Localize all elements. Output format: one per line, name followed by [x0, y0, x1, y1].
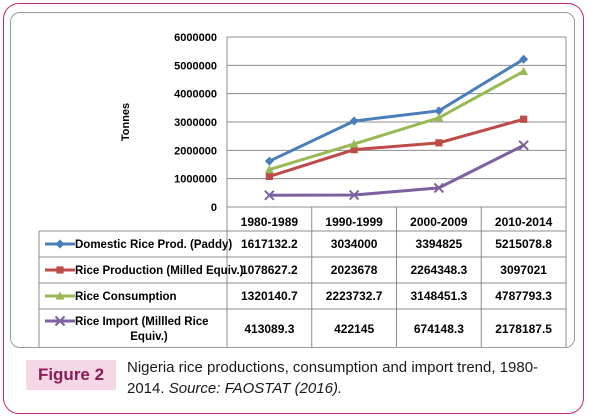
legend-key-marker: [55, 291, 65, 300]
caption-source: Source: FAOSTAT (2016).: [168, 380, 343, 397]
chart-area: 0 1000000 2000000 3000000 4000000 5000000 6000…: [10, 12, 575, 348]
table-value: 413089.3: [244, 322, 294, 336]
table-value: 5215078.8: [495, 237, 552, 251]
y-tick-label: 6000000: [174, 32, 217, 44]
table-header-category: 1980-1989: [241, 215, 299, 229]
data-point: [434, 106, 444, 116]
table-value: 2223732.7: [326, 289, 383, 303]
data-point: [434, 113, 444, 122]
table-value: 422145: [334, 322, 374, 336]
table-value: 2264348.3: [411, 263, 468, 277]
legend-key-marker: [56, 266, 64, 274]
legend-series-name: Rice Consumption: [75, 291, 177, 303]
table-header-category: 2010-2014: [495, 215, 553, 229]
data-point: [348, 189, 360, 201]
series-line: [269, 143, 525, 197]
line-chart-with-data-table: 0 1000000 2000000 3000000 4000000 5000000 6000…: [38, 32, 567, 347]
data-point: [435, 139, 443, 147]
table-value: 3097021: [500, 263, 547, 277]
data-point: [349, 116, 359, 126]
data-point: [265, 172, 273, 181]
table-value: 674148.3: [414, 322, 464, 336]
y-tick-label: 5000000: [174, 60, 217, 72]
caption-text-block: Nigeria rice productions, consumption an…: [127, 357, 563, 399]
data-point: [349, 139, 359, 148]
data-point: [264, 190, 275, 201]
y-tick-label: 3000000: [174, 117, 217, 129]
y-tick-label: 0: [211, 202, 217, 214]
series-line: [268, 117, 525, 178]
table-value: 3034000: [331, 237, 378, 251]
table-value: 1320140.7: [241, 289, 298, 303]
legend-series-name: Rice Production (Milled Equiv.): [75, 265, 244, 277]
table-header-category: 1990-1999: [325, 215, 383, 229]
caption-text: Nigeria rice productions, consumption an…: [127, 359, 539, 397]
y-tick-label: 2000000: [174, 145, 217, 157]
data-point: [264, 165, 274, 174]
figure-label: Figure 2: [26, 360, 116, 390]
table-value: 3394825: [416, 237, 463, 251]
data-point: [519, 66, 529, 75]
table-value: 1078627.2: [241, 263, 298, 277]
data-point: [520, 115, 528, 123]
data-point: [519, 54, 529, 64]
data-point: [433, 182, 445, 194]
table-value: 4787793.3: [495, 289, 552, 303]
series-line: [268, 57, 525, 163]
series-line: [268, 70, 525, 172]
table-value: 1617132.2: [241, 237, 298, 251]
legend-key-marker: [55, 239, 65, 249]
legend-series-name: Domestic Rice Prod. (Paddy): [75, 239, 232, 251]
legend-series-name: Rice Import (Millled Rice: [75, 316, 209, 328]
table-value: 2178187.5: [495, 322, 552, 336]
y-axis-title: Tonnes: [120, 103, 132, 141]
y-tick-label: 4000000: [174, 89, 217, 101]
table-value: 2023678: [331, 263, 378, 277]
table-header-category: 2000-2009: [410, 215, 468, 229]
data-point: [518, 140, 529, 151]
y-tick-label: 1000000: [174, 174, 217, 186]
data-point: [264, 156, 274, 166]
figure-caption: Figure 2 Nigeria rice productions, consu…: [26, 357, 566, 405]
legend-series-name-cont: Equiv.): [130, 331, 168, 343]
data-point: [350, 146, 358, 154]
legend-key-marker: [54, 315, 66, 327]
table-value: 3148451.3: [411, 289, 468, 303]
